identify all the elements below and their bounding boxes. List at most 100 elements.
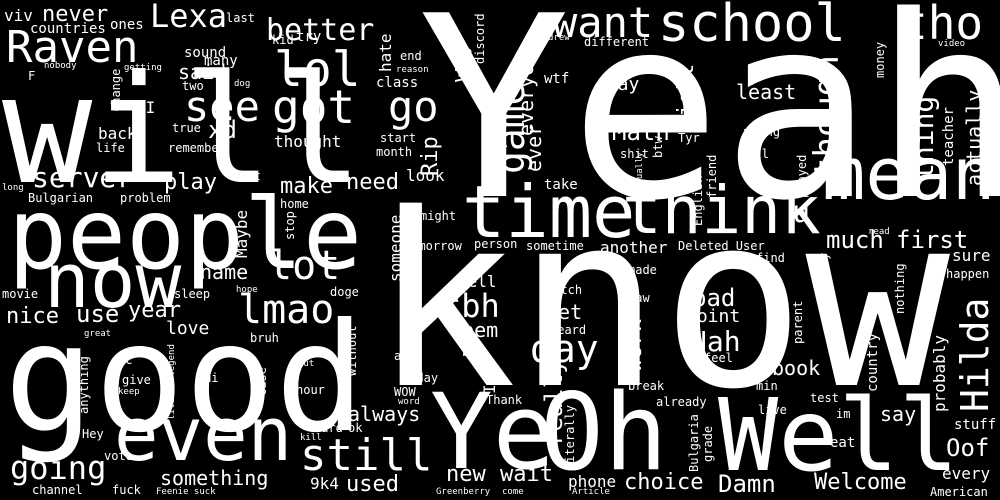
word-everyone: everyone (514, 39, 538, 136)
word-hi: Hi (204, 371, 219, 385)
word-ones: ones (110, 17, 144, 33)
word-oof: Oof (946, 434, 990, 462)
word-eat: eat (830, 435, 856, 451)
word-first: first (896, 226, 969, 254)
word-person: person (474, 237, 518, 251)
word-tyr: Tyr (678, 131, 700, 145)
word-many: many (204, 53, 238, 69)
word-time: time (462, 170, 636, 254)
word-hope: hope (236, 285, 258, 295)
word-bad: bad (692, 284, 736, 312)
word-heard: heard (550, 323, 587, 337)
word-better: better (266, 13, 375, 48)
word-read: read (868, 227, 890, 237)
word-case: case (255, 367, 269, 396)
word-rip: Rip (418, 136, 443, 176)
word-hard: hard (314, 421, 343, 435)
word-know: know (372, 162, 950, 442)
word-saw: saw (628, 291, 650, 305)
word-mean: mean (822, 132, 996, 216)
word-hour: hour (296, 383, 325, 397)
word-countries: countries (30, 21, 106, 37)
word-usually: usually (635, 152, 645, 190)
word-back: back (98, 124, 137, 143)
word-teacher: teacher (941, 106, 957, 166)
word-least: least (736, 80, 797, 104)
word-movie: movie (2, 287, 39, 301)
word-sometime: sometime (526, 239, 584, 253)
word-stop: stop (283, 211, 297, 240)
word-lol: lol (274, 42, 361, 98)
word-love: love (166, 318, 210, 339)
word-server: server (32, 161, 134, 194)
word-word: word (398, 397, 420, 407)
word-made: made (628, 263, 657, 277)
word-need: need (346, 170, 399, 195)
word-something: something (160, 466, 269, 490)
word-ye: Ye (430, 371, 556, 493)
word-american: American (930, 485, 988, 499)
word-home: home (280, 197, 309, 211)
word-want: want (552, 0, 654, 47)
word-use: use (76, 300, 120, 328)
word-hate: hate (376, 33, 395, 72)
word-math: Math (612, 118, 670, 146)
word-year: year (128, 298, 181, 323)
word-look: look (406, 166, 445, 185)
word-tho: tho (900, 0, 984, 50)
word-literal-legend: literal legend (167, 344, 177, 420)
word-school: school (658, 0, 846, 54)
word-class: class (376, 75, 419, 91)
word-actually: actually (962, 89, 986, 186)
word-seem: seem (450, 318, 499, 342)
word-li: LI (136, 98, 156, 117)
word-nah: Nah (690, 325, 741, 358)
word-play: play (164, 170, 217, 195)
word-app: app (394, 349, 416, 363)
word-english: English (691, 175, 705, 226)
word-let: Let (546, 300, 583, 324)
word-everything: everything (483, 119, 497, 192)
word-deleted-user: Deleted User (678, 239, 765, 253)
word-thought: thought (274, 132, 342, 151)
word-article: Article (572, 487, 610, 497)
word-wait: wait (500, 462, 553, 487)
word-people: people (8, 178, 363, 292)
word-test: test (810, 391, 839, 405)
word-remember: remember (168, 141, 226, 155)
word-channel: channel (32, 483, 83, 497)
word-got: got (272, 80, 356, 134)
word-keep: keep (118, 387, 140, 397)
word-wtf: wtf (544, 71, 570, 87)
word-though: though (807, 55, 847, 178)
word-nothing: nothing (893, 263, 907, 314)
word-video: video (938, 39, 966, 49)
word-never: never (42, 2, 109, 27)
word-well: Well (718, 377, 959, 494)
word-tomorrow: tomorrow (404, 239, 462, 253)
word-true: true (172, 121, 201, 135)
word-might: might (420, 209, 457, 223)
word-month: month (376, 145, 413, 159)
word-u: u (792, 195, 811, 230)
word-viv: viv (4, 6, 33, 25)
word-call: call (740, 147, 769, 161)
word-find: find (756, 251, 785, 265)
word-hilda: Hilda (953, 297, 997, 412)
word-getting: getting (124, 63, 162, 73)
word-stuff: stuff (954, 417, 997, 433)
word-probably: probably (930, 334, 949, 412)
word-vote: vote (104, 449, 133, 463)
word-reason: reason (396, 65, 429, 75)
word-tell: tell (458, 272, 497, 291)
word-btw: btw (651, 136, 665, 158)
word-way: way (448, 42, 473, 82)
word-break: break (628, 379, 665, 393)
word-choice: choice (624, 470, 704, 495)
word-last: last (226, 11, 255, 25)
word-doge: doge (330, 285, 359, 299)
word-every: every (942, 464, 991, 483)
word-think: think (622, 172, 821, 249)
word-idk: Idk (480, 365, 499, 394)
word-another: another (600, 238, 668, 257)
